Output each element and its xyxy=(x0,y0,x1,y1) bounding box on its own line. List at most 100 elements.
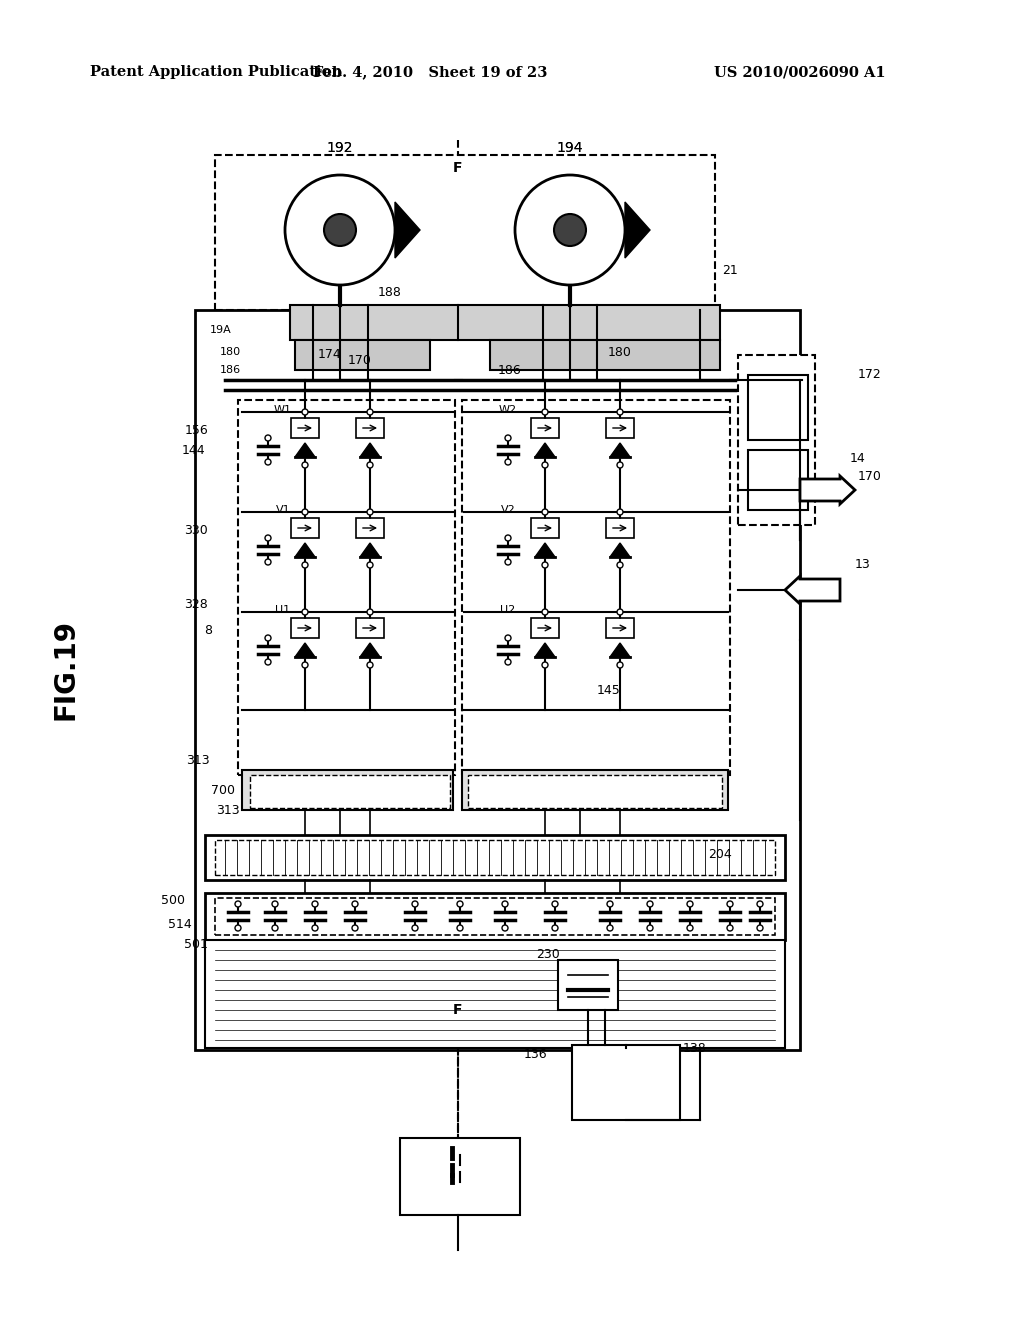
Bar xyxy=(572,1045,680,1119)
Circle shape xyxy=(617,609,623,615)
Polygon shape xyxy=(610,444,630,457)
Text: F: F xyxy=(454,1003,463,1016)
Circle shape xyxy=(265,659,271,665)
Bar xyxy=(295,341,430,370)
Bar xyxy=(531,517,559,539)
Text: 186: 186 xyxy=(498,363,522,376)
Polygon shape xyxy=(395,202,420,257)
Polygon shape xyxy=(535,444,555,457)
Circle shape xyxy=(542,663,548,668)
Bar xyxy=(748,450,808,510)
Text: 501: 501 xyxy=(184,939,208,952)
Text: W2: W2 xyxy=(499,405,517,414)
Circle shape xyxy=(312,925,318,931)
Bar xyxy=(290,305,720,341)
Text: 514: 514 xyxy=(168,919,193,932)
Polygon shape xyxy=(360,643,380,657)
Circle shape xyxy=(542,562,548,568)
Text: U1: U1 xyxy=(275,605,291,615)
Bar xyxy=(558,960,618,1010)
Circle shape xyxy=(302,462,308,469)
Text: 328: 328 xyxy=(184,598,208,611)
Bar xyxy=(356,618,384,638)
Circle shape xyxy=(687,925,693,931)
Circle shape xyxy=(324,214,356,246)
Circle shape xyxy=(687,902,693,907)
Bar xyxy=(250,775,450,808)
Circle shape xyxy=(647,925,653,931)
Circle shape xyxy=(502,925,508,931)
Circle shape xyxy=(647,902,653,907)
FancyArrow shape xyxy=(800,477,855,504)
Circle shape xyxy=(542,409,548,414)
Bar xyxy=(356,517,384,539)
Circle shape xyxy=(542,510,548,515)
Bar xyxy=(400,1138,520,1214)
Circle shape xyxy=(617,663,623,668)
Circle shape xyxy=(265,635,271,642)
Text: F: F xyxy=(454,161,463,176)
Bar xyxy=(291,517,319,539)
Circle shape xyxy=(505,635,511,642)
Text: 330: 330 xyxy=(184,524,208,536)
Text: FIG.19: FIG.19 xyxy=(51,619,79,721)
Circle shape xyxy=(367,462,373,469)
Circle shape xyxy=(367,562,373,568)
Text: 21: 21 xyxy=(722,264,738,276)
Text: 230: 230 xyxy=(537,949,560,961)
Text: 313: 313 xyxy=(216,804,240,817)
Text: Patent Application Publication: Patent Application Publication xyxy=(90,65,342,79)
Circle shape xyxy=(312,902,318,907)
Polygon shape xyxy=(610,643,630,657)
Bar xyxy=(606,418,634,438)
Circle shape xyxy=(412,902,418,907)
Bar xyxy=(215,154,715,310)
Circle shape xyxy=(727,925,733,931)
Circle shape xyxy=(505,436,511,441)
Text: 138: 138 xyxy=(683,1041,707,1055)
Polygon shape xyxy=(625,202,650,257)
Circle shape xyxy=(727,902,733,907)
Circle shape xyxy=(617,562,623,568)
Text: V2: V2 xyxy=(501,506,515,515)
Polygon shape xyxy=(360,444,380,457)
Bar xyxy=(606,517,634,539)
Circle shape xyxy=(272,925,278,931)
Circle shape xyxy=(617,409,623,414)
Circle shape xyxy=(265,436,271,441)
Circle shape xyxy=(302,562,308,568)
Text: 194: 194 xyxy=(557,141,584,154)
Bar xyxy=(215,840,775,875)
Circle shape xyxy=(302,409,308,414)
Polygon shape xyxy=(295,444,315,457)
Text: W1: W1 xyxy=(274,405,292,414)
Circle shape xyxy=(554,214,586,246)
Circle shape xyxy=(302,609,308,615)
Bar xyxy=(205,940,785,1048)
Circle shape xyxy=(302,663,308,668)
Circle shape xyxy=(552,902,558,907)
Circle shape xyxy=(542,462,548,469)
Text: 188: 188 xyxy=(378,286,402,300)
Text: 186: 186 xyxy=(220,366,241,375)
Text: 13: 13 xyxy=(855,558,870,572)
Circle shape xyxy=(617,510,623,515)
Bar xyxy=(215,898,775,935)
Bar xyxy=(468,775,722,808)
Circle shape xyxy=(352,902,358,907)
Polygon shape xyxy=(295,643,315,657)
Text: 156: 156 xyxy=(184,424,208,437)
Circle shape xyxy=(265,459,271,465)
Polygon shape xyxy=(610,543,630,557)
Text: V1: V1 xyxy=(275,506,291,515)
Polygon shape xyxy=(360,543,380,557)
Ellipse shape xyxy=(285,176,395,285)
Circle shape xyxy=(457,925,463,931)
FancyArrow shape xyxy=(785,576,840,605)
Text: 194: 194 xyxy=(557,141,584,154)
Circle shape xyxy=(607,925,613,931)
Circle shape xyxy=(272,902,278,907)
Bar xyxy=(205,894,785,940)
Text: 170: 170 xyxy=(858,470,882,483)
Text: 313: 313 xyxy=(186,754,210,767)
